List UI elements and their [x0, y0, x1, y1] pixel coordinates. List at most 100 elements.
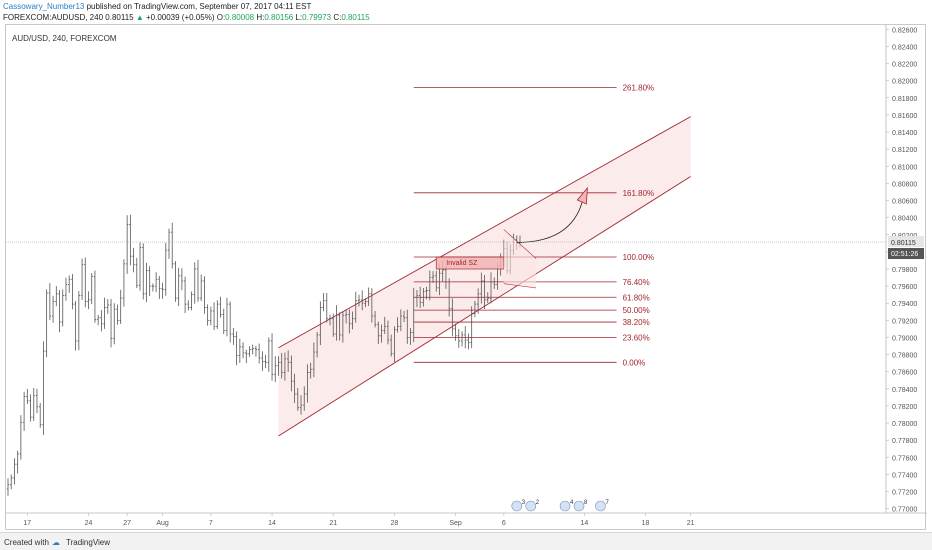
ohlc-bar	[451, 298, 454, 337]
x-tick-label: 21	[329, 520, 337, 527]
author-link[interactable]: Cassowary_Number13	[3, 2, 85, 11]
triangle-fill	[503, 229, 537, 288]
fib-level-label: 100.00%	[623, 253, 655, 262]
ohlc-bar	[418, 286, 422, 309]
ohlc-bar	[425, 286, 428, 300]
x-tick-label: Sep	[449, 520, 462, 527]
y-tick-label: 0.78000	[892, 421, 917, 428]
ohlc-bar	[435, 270, 438, 292]
ohlc-bar	[132, 247, 135, 273]
x-tick-label: 6	[502, 520, 506, 527]
ohlc-bar	[232, 328, 235, 345]
event-count: 7	[605, 500, 609, 506]
y-tick-label: 0.77800	[892, 438, 917, 445]
ohlc-bar	[32, 387, 35, 421]
ohlc-line: FOREXCOM:AUDUSD, 240 0.80115 ▲ +0.00039 …	[3, 13, 370, 22]
ohlc-bar	[393, 326, 396, 362]
ohlc-bar	[460, 331, 464, 347]
y-tick-label: 0.78400	[892, 387, 917, 394]
x-tick-label: 27	[123, 520, 131, 527]
ohlc-bar	[158, 276, 161, 299]
ohlc-bar	[274, 356, 277, 383]
ohlc-bar	[6, 478, 10, 496]
price-chart[interactable]: 261.80% 161.80% 100.00% 76.40% 61.80% 50.00% 3…	[6, 25, 927, 531]
fib-level-label: 0.00%	[623, 358, 646, 367]
tradingview-brand[interactable]: TradingView	[66, 538, 111, 547]
y-tick-label: 0.79000	[892, 335, 917, 342]
ohlc-bar	[489, 272, 493, 304]
ohlc-bar	[87, 291, 90, 310]
y-tick-label: 0.77000	[892, 507, 917, 514]
ohlc-bar	[332, 313, 335, 337]
ohlc-bar	[206, 304, 209, 326]
ohlc-bar	[51, 295, 55, 323]
y-tick-label: 0.82400	[892, 44, 917, 51]
ohlc-bar	[341, 311, 345, 343]
ohlc-bar	[13, 458, 16, 485]
countdown-tag	[888, 248, 924, 260]
fib-level-label: 38.20%	[623, 318, 650, 327]
ohlc-bar	[383, 316, 386, 335]
ohlc-bar	[183, 276, 187, 314]
y-tick-label: 0.80600	[892, 199, 917, 206]
ohlc-bar	[267, 337, 271, 372]
ohlc-bar	[122, 259, 126, 307]
ohlc-bar	[228, 301, 232, 343]
ohlc-bar	[190, 291, 193, 311]
ohlc-bar	[45, 289, 48, 358]
ohlc-bar	[145, 262, 148, 303]
ohlc-bar	[42, 341, 45, 435]
ohlc-bar	[467, 333, 470, 350]
fib-level-label: 61.80%	[623, 293, 650, 302]
ohlc-bar	[138, 242, 142, 291]
ohlc-bar	[357, 294, 361, 307]
ohlc-bar	[277, 356, 280, 376]
ohlc-bar	[64, 277, 68, 301]
current-price-tag	[888, 236, 924, 248]
ohlc-bar	[161, 282, 164, 299]
ohlc-bar	[386, 320, 390, 345]
ohlc-bar	[322, 293, 325, 312]
ohlc-bar	[396, 317, 399, 333]
ohlc-bar	[212, 302, 216, 330]
ohlc-bar	[457, 328, 460, 348]
projection-arrow-icon	[576, 186, 588, 205]
created-with-label: Created with	[4, 538, 49, 547]
y-tick-label: 0.78800	[892, 353, 917, 360]
y-tick-label: 0.81000	[892, 164, 917, 171]
ohlc-bar	[19, 415, 23, 460]
ohlc-bar	[251, 344, 254, 355]
close-value: 0.80115	[341, 13, 370, 22]
ohlc-bar	[67, 275, 71, 293]
high-value: 0.80156	[264, 13, 294, 22]
ohlc-bar	[373, 310, 377, 328]
ohlc-bar	[338, 312, 341, 341]
ohlc-bar	[389, 334, 393, 357]
x-tick-label: 18	[642, 520, 650, 527]
ohlc-bar	[306, 364, 309, 403]
chart-frame[interactable]: 261.80% 161.80% 100.00% 76.40% 61.80% 50.00% 3…	[5, 24, 927, 531]
change-value: +0.00039 (+0.05%)	[145, 13, 215, 22]
flag-icon	[525, 500, 537, 512]
flag-icon	[595, 500, 606, 512]
ohlc-bar	[293, 373, 296, 403]
y-tick-label: 0.81400	[892, 130, 917, 137]
ohlc-bar	[180, 268, 184, 291]
ohlc-bar	[486, 292, 489, 304]
x-tick-label: 7	[209, 520, 213, 527]
ohlc-bar	[364, 298, 367, 308]
ohlc-bar	[116, 304, 119, 325]
economic-event-flag[interactable]: 7	[595, 500, 609, 512]
ohlc-bar	[309, 362, 312, 379]
ohlc-bar	[428, 270, 432, 301]
flag-icon	[559, 500, 571, 512]
y-tick-label: 0.78200	[892, 404, 917, 411]
ohlc-bar	[476, 288, 480, 314]
ohlc-bar	[90, 273, 93, 305]
ohlc-bar	[119, 289, 122, 324]
ohlc-bar	[58, 289, 61, 333]
x-tick-label: 28	[391, 520, 399, 527]
fib-level-label: 161.80%	[623, 189, 655, 198]
